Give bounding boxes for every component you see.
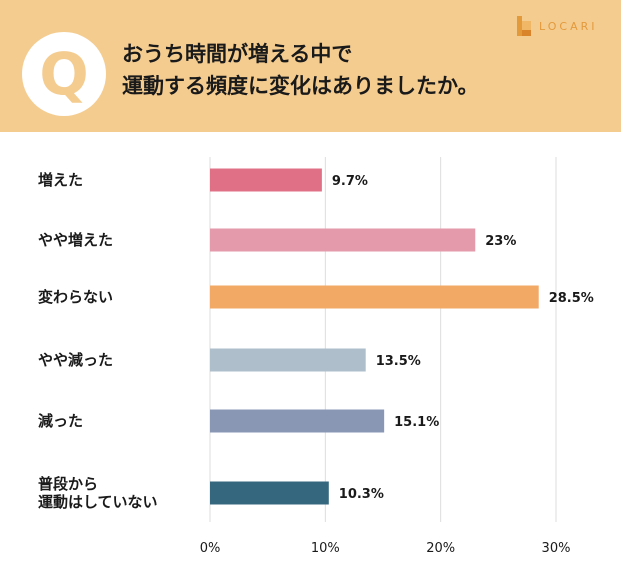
question-line-1: おうち時間が増える中で [122,42,353,66]
q-badge: Q [22,32,106,116]
bar [210,168,322,192]
bar [210,409,385,433]
question-header: Q おうち時間が増える中で 運動する頻度に変化はありましたか。 LOCARI [0,0,621,132]
locari-logo-icon [517,16,531,36]
brand-logo: LOCARI [517,16,598,36]
value-label: 28.5% [549,291,594,306]
value-label: 15.1% [394,415,439,430]
value-label: 23% [485,234,516,249]
bar [210,481,329,505]
category-label: 普段から運動はしていない [38,475,158,511]
question-text: おうち時間が増える中で 運動する頻度に変化はありましたか。 [122,38,542,102]
category-label: やや減った [38,351,113,369]
value-label: 9.7% [332,174,368,189]
bar [210,228,476,252]
x-tick-label: 10% [311,541,340,556]
bar [210,348,366,372]
brand-name: LOCARI [539,19,598,33]
x-tick-label: 0% [200,541,221,556]
x-tick-label: 30% [542,541,571,556]
category-label: 変わらない [38,288,113,306]
bar [210,285,539,309]
value-label: 13.5% [376,354,421,369]
category-label: 減った [38,412,83,430]
question-line-2: 運動する頻度に変化はありましたか。 [122,74,479,98]
category-label: やや増えた [38,231,113,249]
category-label: 増えた [38,171,83,189]
value-label: 10.3% [339,487,384,502]
x-tick-label: 20% [426,541,455,556]
